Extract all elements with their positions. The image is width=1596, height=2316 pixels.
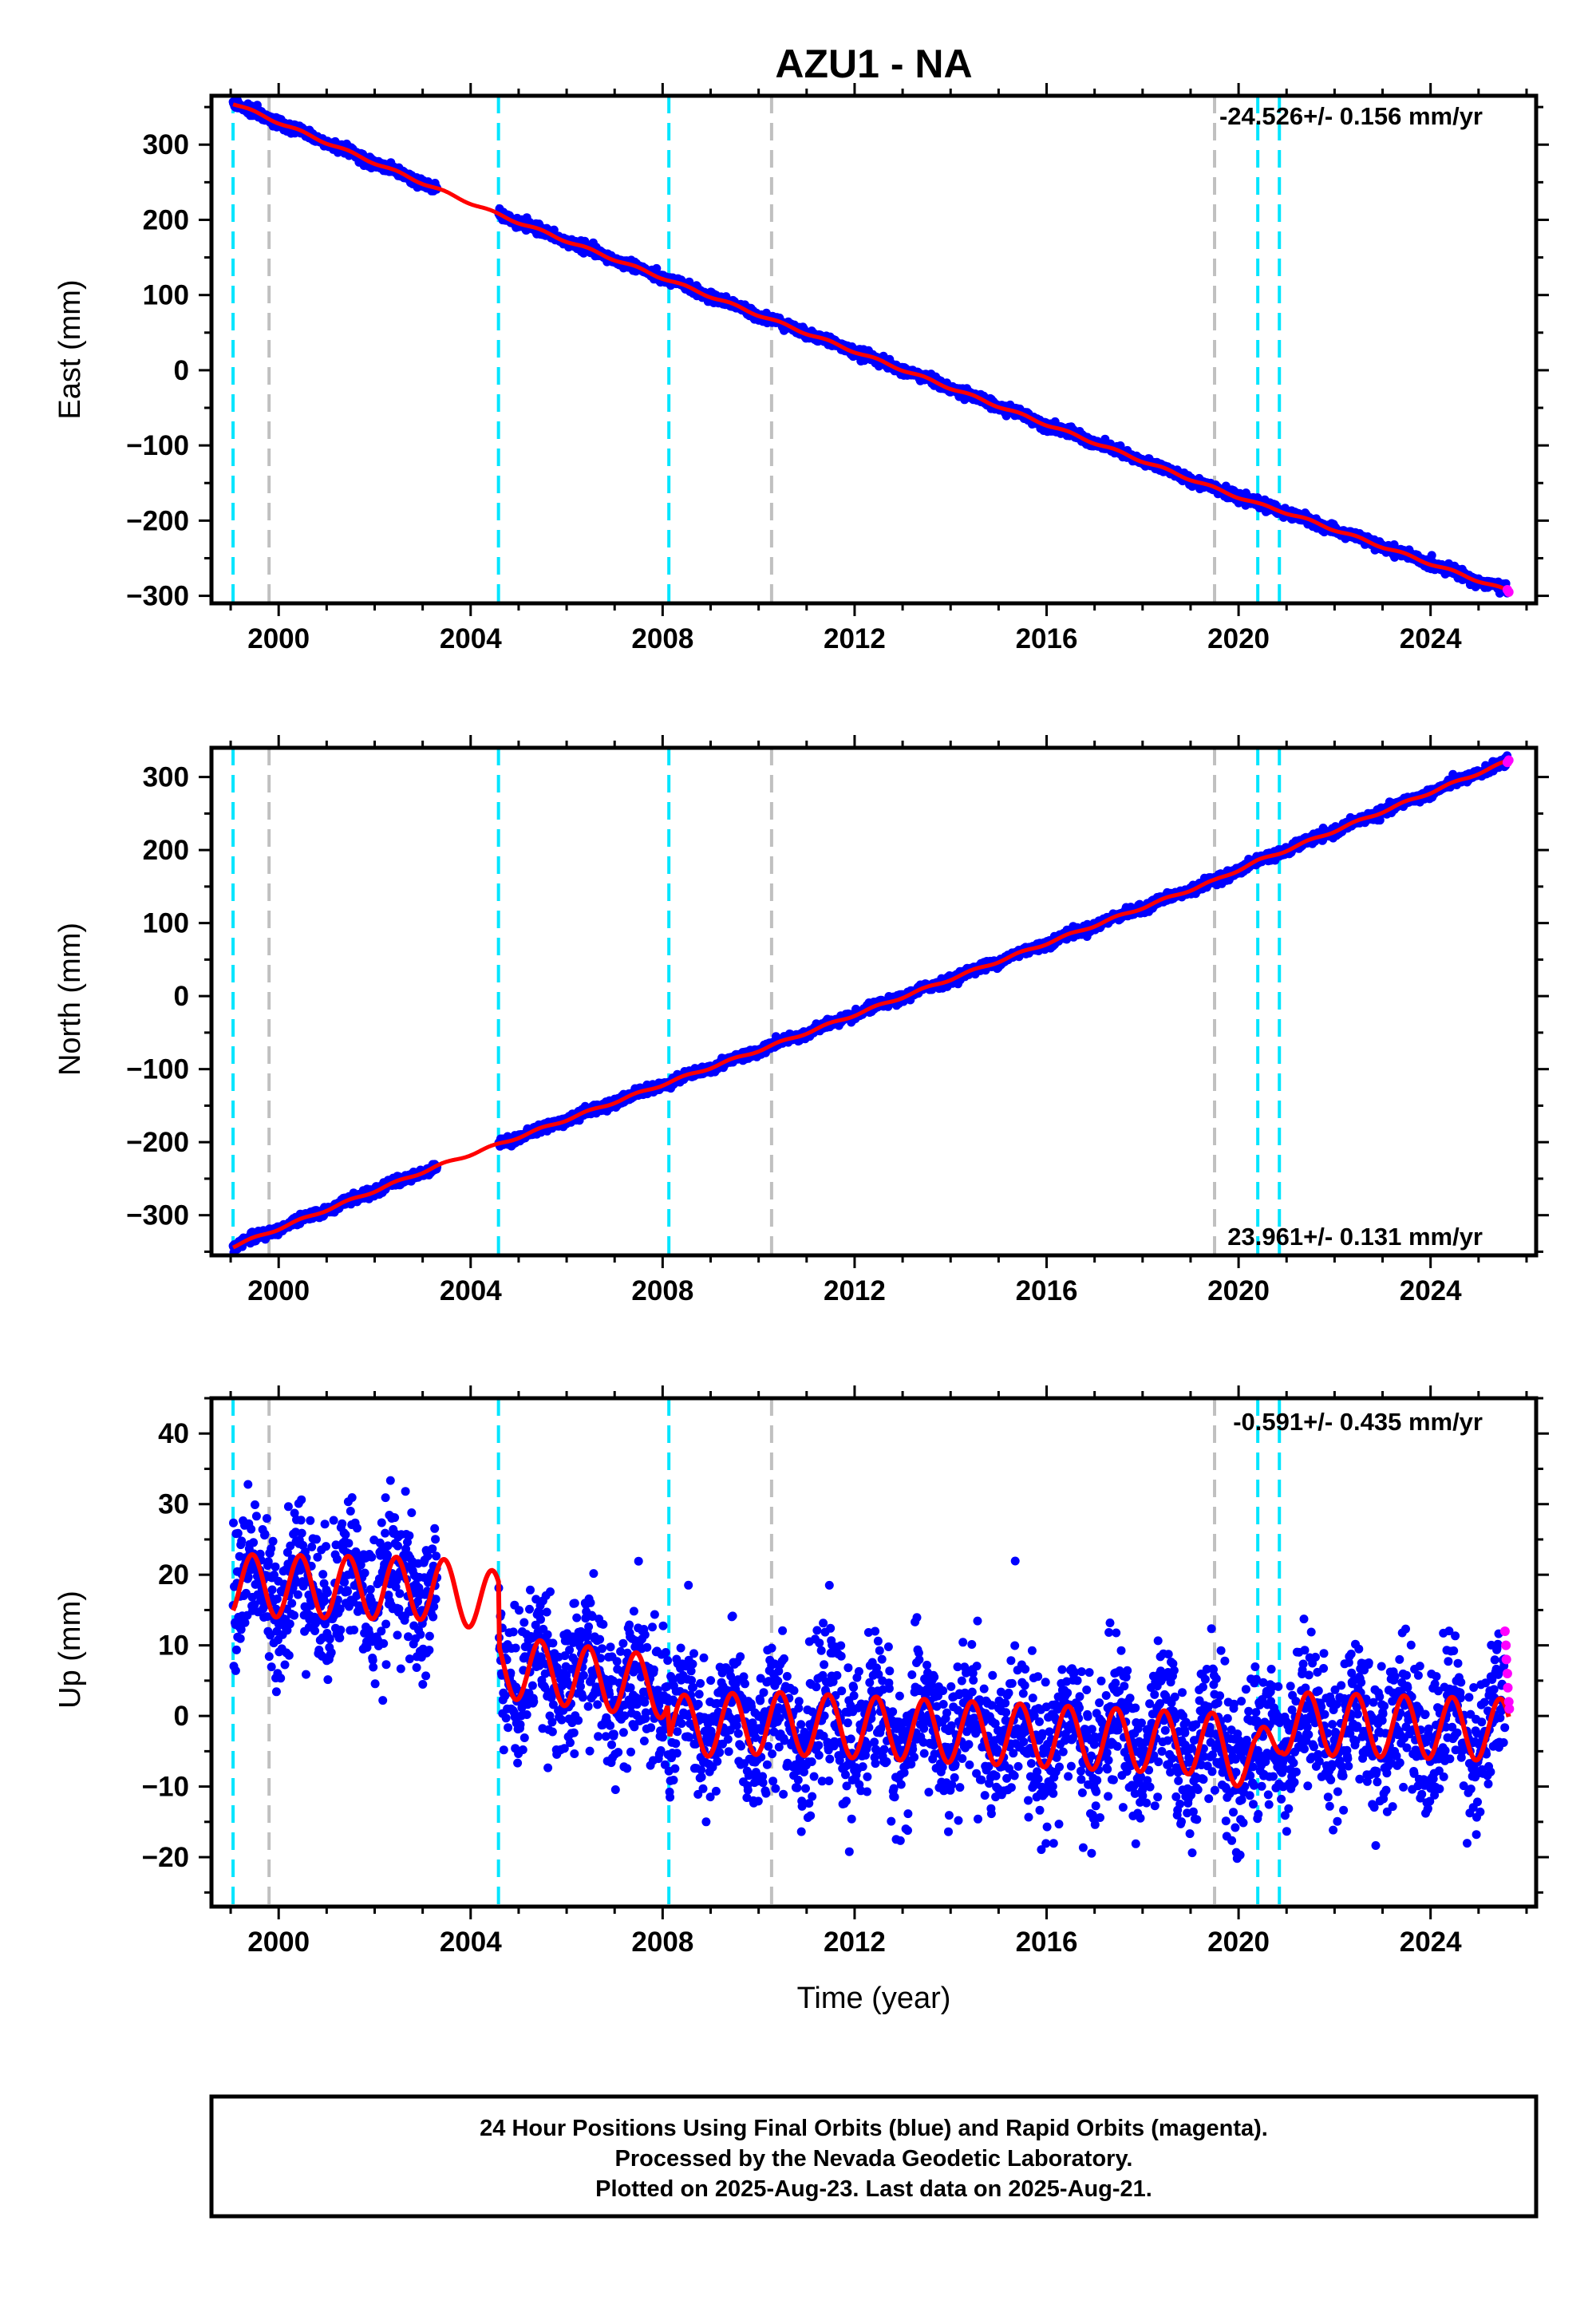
figure-title: AZU1 - NA — [775, 41, 972, 86]
east-y-tick-label: 100 — [143, 280, 189, 311]
east-rapid-point — [1503, 587, 1514, 597]
east-y-tick-label: −200 — [126, 505, 189, 536]
east-x-tick-label: 2020 — [1207, 623, 1270, 654]
east-x-tick-label: 2008 — [631, 623, 693, 654]
east-x-tick-label: 2016 — [1016, 623, 1078, 654]
east-y-tick-label: 0 — [174, 355, 189, 386]
east-y-tick-label: −100 — [126, 430, 189, 461]
east-data-point — [652, 263, 662, 273]
east-event-lines — [231, 96, 1282, 603]
east-y-tick-label: 200 — [143, 204, 189, 235]
east-rate-label: -24.526+/- 0.156 mm/yr — [1219, 102, 1483, 130]
east-y-tick-label: −300 — [126, 581, 189, 612]
east-x-tick-label: 2012 — [824, 623, 886, 654]
east-panel: 2000 2004 2008 2012 2016 2020 2024−300−200−100… — [53, 83, 1549, 654]
east-data-point — [1427, 551, 1436, 560]
east-x-tick-label: 2004 — [440, 623, 502, 654]
east-x-tick-label: 2000 — [247, 623, 310, 654]
east-ylabel: East (mm) — [53, 279, 87, 419]
east-x-tick-label: 2024 — [1400, 623, 1462, 654]
east-y-tick-label: 300 — [143, 129, 189, 160]
